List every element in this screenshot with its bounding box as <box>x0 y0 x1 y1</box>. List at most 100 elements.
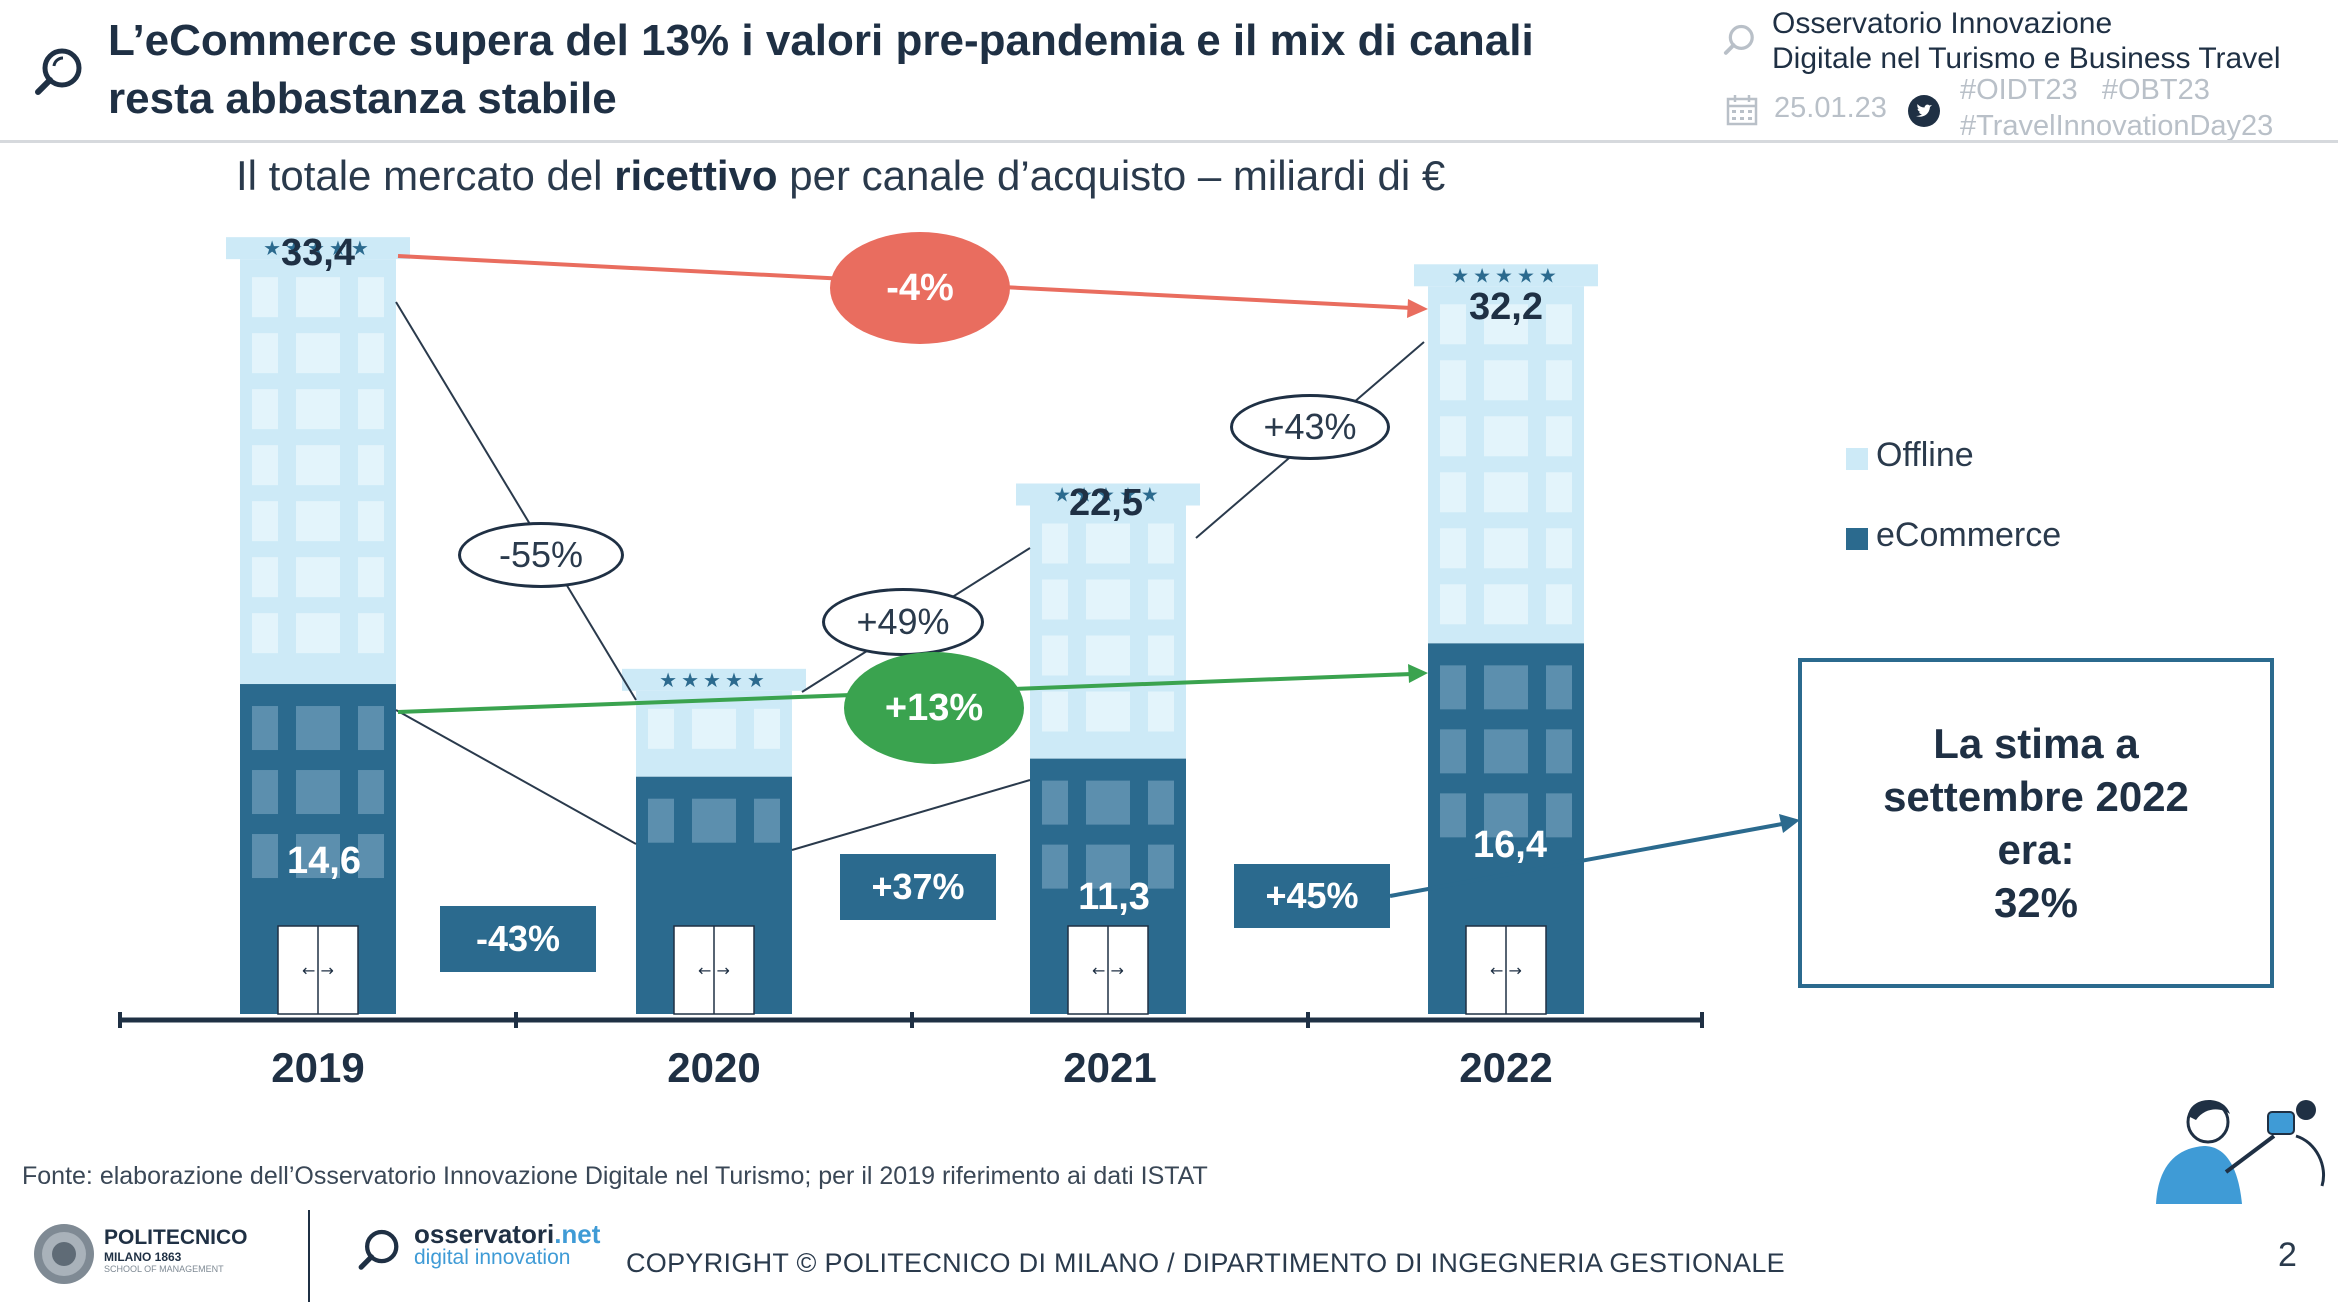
politecnico-name: POLITECNICO <box>104 1226 248 1249</box>
window-ecommerce-2021-0-1 <box>1086 780 1130 825</box>
window-offline-2019-3-0 <box>252 445 278 486</box>
window-offline-2019-0-0 <box>252 277 278 318</box>
window-offline-2022-3-0 <box>1440 472 1466 513</box>
bar-stars-2021: ★★★★★ <box>1053 483 1163 507</box>
x-tick-2019: 2019 <box>271 1044 365 1091</box>
window-offline-2019-1-1 <box>296 333 340 374</box>
window-offline-2019-2-2 <box>358 389 384 430</box>
ecommerce-label-2022: 16,4 <box>1473 824 1547 866</box>
window-ecommerce-2022-2-0 <box>1440 793 1466 838</box>
subtitle-bold: ricettivo <box>614 152 778 199</box>
window-ecommerce-2019-2-0 <box>252 834 278 879</box>
window-offline-2020-0-1 <box>692 708 736 749</box>
estimate-line3: era: <box>1997 826 2075 873</box>
window-ecommerce-2022-1-1 <box>1484 729 1528 774</box>
event-date: 25.01.23 <box>1774 92 1887 124</box>
window-offline-2019-1-0 <box>252 333 278 374</box>
window-ecommerce-2019-0-1 <box>296 706 340 751</box>
window-offline-2022-0-1 <box>1484 304 1528 345</box>
total-label-2019: 33,4 <box>281 232 355 274</box>
bar-roof-2022 <box>1414 264 1598 287</box>
window-ecommerce-2019-2-1 <box>296 834 340 879</box>
bar-door-arrows-2019: ← → <box>302 961 334 980</box>
window-offline-2019-6-1 <box>296 613 340 654</box>
window-offline-2022-2-2 <box>1546 416 1572 457</box>
x-tick-2020: 2020 <box>667 1044 761 1091</box>
window-offline-2022-2-0 <box>1440 416 1466 457</box>
yoy-ecommerce-2022: +45% <box>1234 864 1390 928</box>
bar-offline-2022 <box>1428 286 1584 644</box>
window-offline-2019-5-0 <box>252 557 278 598</box>
window-ecommerce-2019-0-2 <box>358 706 384 751</box>
window-offline-2022-1-1 <box>1484 360 1528 401</box>
window-offline-2022-4-1 <box>1484 528 1528 569</box>
politecnico-sub: MILANO 1863 <box>104 1250 182 1264</box>
x-tick-2022: 2022 <box>1459 1044 1553 1091</box>
window-ecommerce-2022-2-2 <box>1546 793 1572 838</box>
window-offline-2022-2-1 <box>1484 416 1528 457</box>
legend-swatch-ecommerce <box>1846 528 1868 550</box>
window-offline-2022-5-0 <box>1440 584 1466 625</box>
window-offline-2022-4-2 <box>1546 528 1572 569</box>
bar-stars-2020: ★★★★★ <box>659 668 769 692</box>
osservatori-logo: osservatori.net digital innovation <box>414 1221 600 1270</box>
ecommerce-label-2019: 14,6 <box>287 840 361 882</box>
window-offline-2021-2-2 <box>1148 635 1174 676</box>
observatory-line2: Digitale nel Turismo e Business Travel <box>1772 42 2281 75</box>
footer-divider <box>308 1210 310 1302</box>
window-ecommerce-2019-2-2 <box>358 834 384 879</box>
window-ecommerce-2020-0-2 <box>754 798 780 843</box>
window-offline-2022-3-2 <box>1546 472 1572 513</box>
window-offline-2019-5-2 <box>358 557 384 598</box>
total-change-badge: -4% <box>830 232 1010 344</box>
osservatori-sub: digital innovation <box>414 1246 571 1269</box>
estimate-box: La stima a settembre 2022 era: 32% <box>1798 658 2274 988</box>
yoy-ecommerce-2021: +37% <box>840 854 996 920</box>
window-offline-2021-2-1 <box>1086 635 1130 676</box>
yoy-total-2020: -55% <box>458 522 624 588</box>
window-ecommerce-2021-1-1 <box>1086 844 1130 889</box>
legend-label-ecommerce: eCommerce <box>1876 516 2062 554</box>
legend-swatch-offline <box>1846 448 1868 470</box>
window-ecommerce-2019-0-0 <box>252 706 278 751</box>
bar-stars-2019: ★★★★★ <box>263 236 373 260</box>
window-offline-2022-0-2 <box>1546 304 1572 345</box>
page-title: L’eCommerce supera del 13% i valori pre-… <box>108 16 1534 123</box>
window-offline-2021-3-0 <box>1042 691 1068 732</box>
legend-label-offline: Offline <box>1876 436 1974 474</box>
window-ecommerce-2022-0-0 <box>1440 665 1466 710</box>
window-offline-2022-5-1 <box>1484 584 1528 625</box>
window-ecommerce-2022-1-0 <box>1440 729 1466 774</box>
observatory-line1: Osservatorio Innovazione <box>1772 7 2113 40</box>
window-ecommerce-2021-1-0 <box>1042 844 1068 889</box>
window-offline-2020-0-0 <box>648 708 674 749</box>
window-offline-2021-1-2 <box>1148 579 1174 620</box>
source-note: Fonte: elaborazione dell’Osservatorio In… <box>22 1162 1208 1190</box>
window-offline-2021-0-0 <box>1042 523 1068 564</box>
window-ecommerce-2020-0-0 <box>648 798 674 843</box>
chart-subtitle: Il totale mercato del ricettivo per cana… <box>236 152 1445 200</box>
yoy-ecommerce-2020: -43% <box>440 906 596 972</box>
copyright-notice: COPYRIGHT © POLITECNICO DI MILANO / DIPA… <box>626 1248 1785 1278</box>
page-number: 2 <box>2278 1236 2297 1274</box>
politecnico-seal-icon <box>34 1224 94 1284</box>
window-offline-2021-3-2 <box>1148 691 1174 732</box>
bar-door-arrows-2021: ← → <box>1092 961 1124 980</box>
subtitle-post: per canale d’acquisto – miliardi di € <box>777 152 1446 199</box>
window-offline-2019-4-1 <box>296 501 340 542</box>
estimate-line4: 32% <box>1993 879 2079 926</box>
total-label-2021: 22,5 <box>1069 482 1143 524</box>
observatory-name: Osservatorio Innovazione Digitale nel Tu… <box>1772 6 2281 76</box>
twitter-icon <box>1908 95 1940 127</box>
bar-stars-2022: ★★★★★ <box>1451 263 1561 287</box>
window-ecommerce-2022-2-1 <box>1484 793 1528 838</box>
search-icon <box>1723 24 1754 55</box>
window-offline-2019-2-0 <box>252 389 278 430</box>
window-ecommerce-2022-0-2 <box>1546 665 1572 710</box>
window-offline-2021-1-1 <box>1086 579 1130 620</box>
window-offline-2022-5-2 <box>1546 584 1572 625</box>
bar-roof-2021 <box>1016 483 1200 506</box>
politecnico-logo: POLITECNICO MILANO 1863 SCHOOL OF MANAGE… <box>104 1226 248 1274</box>
header-divider <box>0 140 2338 143</box>
